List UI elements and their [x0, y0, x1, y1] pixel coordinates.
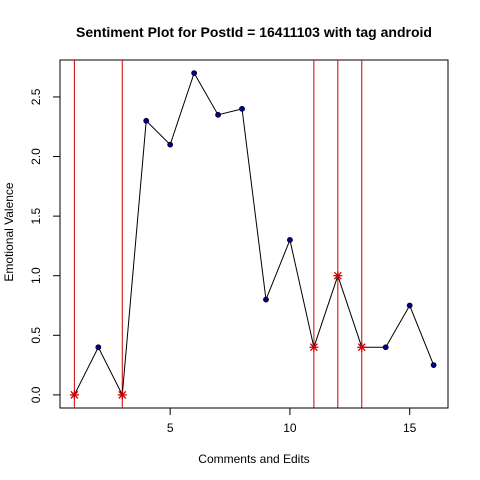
y-axis-label: Emotional Valence: [2, 182, 16, 281]
x-tick-label-2: 15: [403, 421, 417, 435]
data-point-8: [263, 296, 269, 303]
x-tick-label-1: 10: [283, 421, 297, 435]
x-axis-label: Comments and Edits: [198, 452, 309, 466]
data-points: [69, 70, 437, 400]
y-tick-label-3: 1.5: [29, 207, 43, 224]
x-axis: 5 10 15: [167, 407, 417, 435]
data-point-9: [287, 237, 293, 243]
x-tick-label-0: 5: [167, 421, 174, 435]
y-tick-label-0: 0.0: [29, 386, 43, 403]
chart-title: Sentiment Plot for PostId = 16411103 wit…: [76, 24, 432, 40]
edit-point-11: [333, 271, 343, 281]
data-point-1: [95, 344, 102, 351]
data-point-7: [239, 105, 245, 112]
y-axis: 0.0 0.5 1.0 1.5 2.0 2.5: [29, 88, 61, 403]
edit-point-2: [117, 390, 127, 400]
series-line: [73, 71, 435, 397]
data-point-13: [382, 344, 389, 351]
data-point-4: [167, 141, 174, 148]
edit-point-12: [357, 342, 367, 352]
series-line-group: [73, 71, 435, 397]
data-point-3: [143, 117, 150, 124]
data-point-14: [406, 302, 413, 309]
y-tick-label-2: 1.0: [29, 267, 43, 284]
data-point-15: [430, 362, 437, 368]
data-point-6: [215, 111, 221, 118]
edit-point-0: [69, 390, 79, 400]
y-tick-label-5: 2.5: [29, 88, 43, 105]
y-tick-label-1: 0.5: [29, 327, 43, 344]
data-point-5: [191, 70, 198, 77]
y-tick-label-4: 2.0: [29, 148, 43, 165]
edit-point-10: [309, 342, 319, 352]
